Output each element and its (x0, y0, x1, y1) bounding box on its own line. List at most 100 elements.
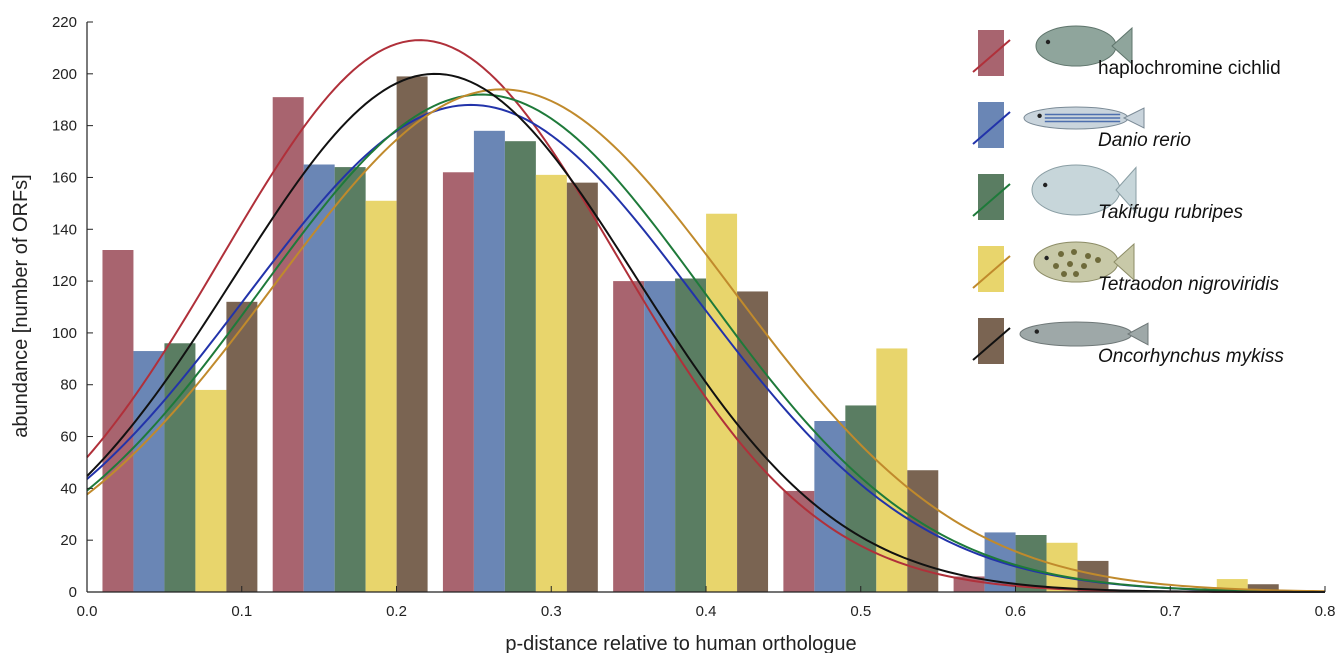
tetraodon-spot (1067, 261, 1073, 267)
fitted-curve (86, 88, 1326, 593)
fugu-icon (1031, 164, 1137, 216)
tetraodon-spot (1053, 263, 1059, 269)
x-tick-label: 0.0 (77, 603, 98, 620)
bar (613, 281, 645, 592)
legend-label: Danio rerio (1098, 130, 1191, 151)
y-tick-label: 200 (52, 66, 77, 83)
legend-swatch (978, 30, 1004, 76)
x-tick-label: 0.6 (1005, 603, 1026, 620)
y-tick-label: 60 (60, 429, 77, 446)
tetraodon-icon-eye (1044, 255, 1049, 261)
x-tick-label: 0.3 (541, 603, 562, 620)
tetraodon-spot (1071, 249, 1077, 255)
bar (164, 343, 196, 592)
bar (1247, 584, 1279, 592)
trout-icon (1019, 321, 1149, 347)
fugu-icon-eye (1043, 182, 1048, 188)
tetraodon-icon-tail (1113, 242, 1135, 282)
bar (396, 76, 428, 592)
bar (876, 348, 908, 592)
bar (442, 172, 474, 592)
y-tick-label: 160 (52, 169, 77, 186)
legend-swatch (978, 246, 1004, 292)
bar (365, 200, 397, 592)
y-tick-label: 40 (60, 480, 77, 497)
y-tick-label: 100 (52, 325, 77, 342)
trout-icon-tail (1126, 322, 1149, 346)
y-tick-label: 140 (52, 221, 77, 238)
legend-curve-sample (972, 327, 1011, 361)
zebrafish-icon-eye (1037, 113, 1042, 119)
legend-item: haplochromine cichlid (972, 25, 1281, 79)
tetraodon-spot (1095, 257, 1101, 263)
zebrafish-icon (1023, 106, 1145, 130)
legend-label: Takifugu rubripes (1098, 202, 1244, 223)
legend-curve-sample (972, 183, 1011, 217)
x-axis-label: p-distance relative to human orthologue (505, 633, 856, 653)
bar (334, 167, 366, 592)
bar (845, 405, 877, 592)
tetraodon-spot (1073, 271, 1079, 277)
legend-curve-sample (972, 39, 1011, 73)
legend-item: Oncorhynchus mykiss (972, 318, 1284, 367)
axes-layer: 0.0 0.1 0.2 0.3 0.4 0.5 0.6 0.7 0.8 0 20 40 60 80 100 1… (52, 14, 1335, 620)
legend-curve-sample (972, 255, 1011, 289)
bar (473, 130, 505, 592)
bar (675, 278, 707, 592)
bar (133, 351, 165, 592)
legend-item: Danio rerio (972, 102, 1191, 151)
x-tick-label: 0.7 (1160, 603, 1181, 620)
legend-swatch (978, 102, 1004, 148)
legend-item: Tetraodon nigroviridis (972, 241, 1279, 295)
y-tick-label: 120 (52, 273, 77, 290)
bar (272, 97, 304, 592)
bar (102, 250, 134, 592)
x-tick-label: 0.8 (1315, 603, 1336, 620)
cichlid-fish-icon (1035, 25, 1133, 67)
tetraodon-spot (1058, 251, 1064, 257)
legend-curve-sample (972, 111, 1011, 145)
bar (226, 301, 258, 592)
bar (644, 281, 676, 592)
bar (566, 182, 598, 592)
fugu-icon-tail (1115, 166, 1137, 214)
legend-swatch (978, 318, 1004, 364)
y-tick-label: 180 (52, 118, 77, 135)
x-tick-label: 0.2 (386, 603, 407, 620)
bar (1015, 535, 1047, 592)
x-tick-label: 0.5 (850, 603, 871, 620)
bar (814, 421, 846, 592)
legend: haplochromine cichlid Danio rerio Takifugu… (972, 25, 1284, 367)
cichlid-fish-icon-tail (1111, 26, 1133, 66)
bar (195, 389, 227, 592)
trout-icon-body (1019, 321, 1133, 347)
tetraodon-spot (1061, 271, 1067, 277)
bar (535, 174, 567, 593)
bar (303, 164, 335, 592)
bar (504, 141, 536, 592)
tetraodon-spot (1085, 253, 1091, 259)
fitted-curve (86, 72, 1325, 593)
bar (783, 490, 815, 592)
y-tick-label: 0 (69, 584, 77, 601)
y-tick-label: 220 (52, 14, 77, 31)
legend-label: haplochromine cichlid (1098, 58, 1281, 79)
tetraodon-spot (1081, 263, 1087, 269)
y-tick-label: 80 (60, 377, 77, 394)
trout-icon-eye (1034, 329, 1040, 334)
y-axis-label: abundance [number of ORFs] (10, 174, 32, 437)
legend-item: Takifugu rubripes (972, 164, 1244, 223)
zebrafish-icon-tail (1122, 107, 1145, 129)
fitted-curves-layer (86, 39, 1326, 593)
legend-swatch (978, 174, 1004, 220)
fitted-curve (86, 93, 1326, 593)
x-tick-label: 0.4 (696, 603, 717, 620)
y-tick-label: 20 (60, 532, 77, 549)
legend-label: Oncorhynchus mykiss (1098, 346, 1284, 367)
bar (953, 576, 985, 592)
x-tick-label: 0.1 (231, 603, 252, 620)
tetraodon-icon (1033, 241, 1135, 283)
legend-label: Tetraodon nigroviridis (1098, 274, 1279, 295)
cichlid-fish-icon-eye (1045, 39, 1051, 45)
